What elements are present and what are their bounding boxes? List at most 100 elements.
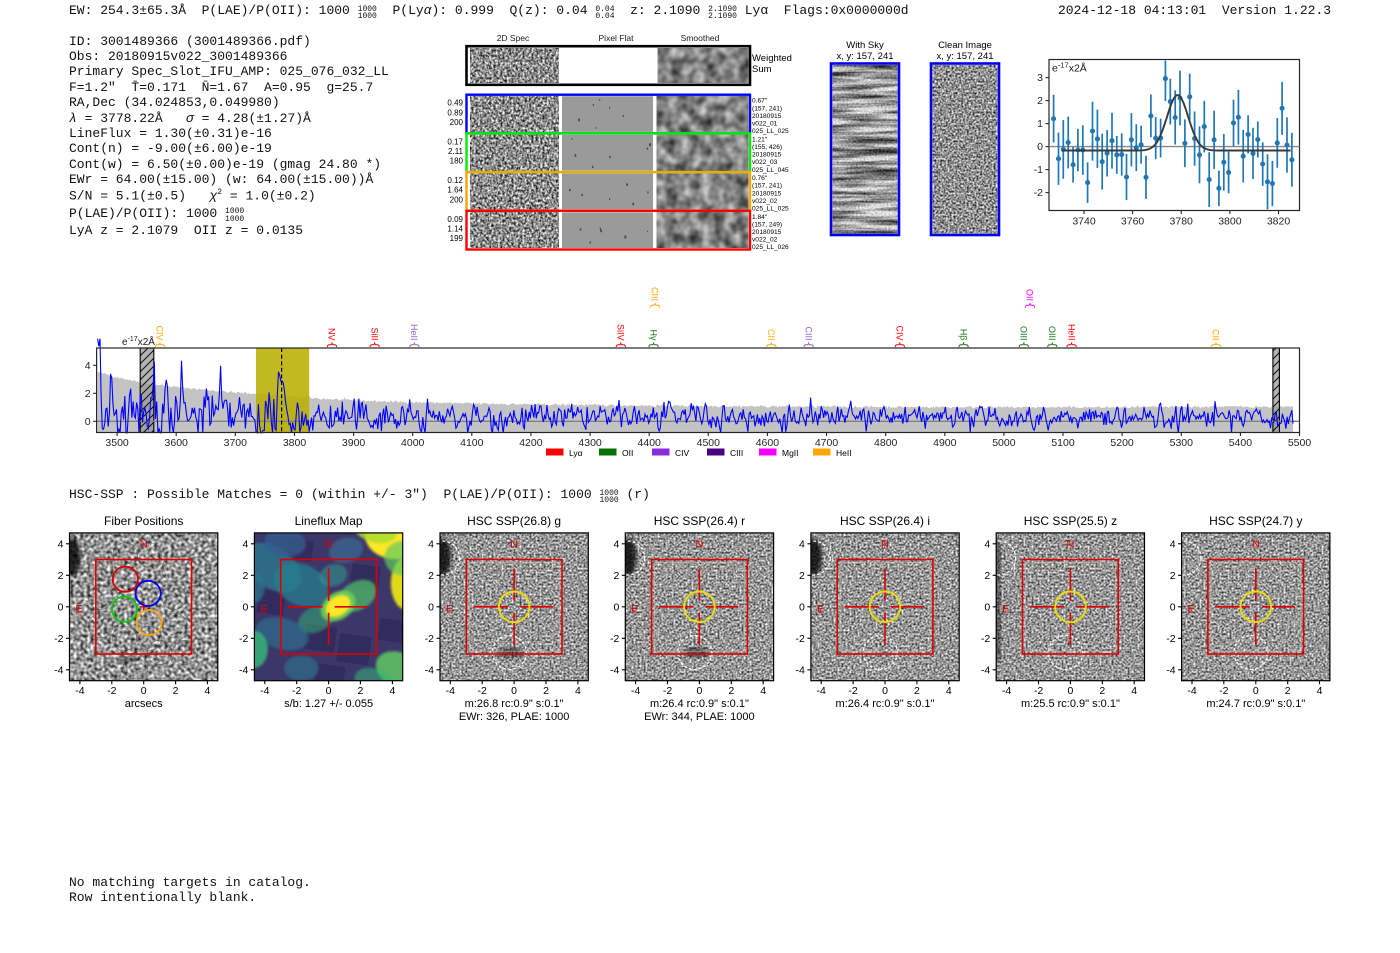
svg-text:2: 2	[1170, 570, 1176, 582]
svg-text:3800: 3800	[283, 437, 307, 449]
svg-text:200: 200	[450, 195, 464, 204]
svg-text:4: 4	[389, 685, 395, 697]
svg-text:2: 2	[428, 570, 434, 582]
svg-text:N: N	[1066, 539, 1074, 551]
svg-text:m:26.4 rc:0.9" s:0.1": m:26.4 rc:0.9" s:0.1"	[650, 698, 749, 710]
svg-text:0: 0	[511, 685, 517, 697]
svg-text:4: 4	[1317, 685, 1323, 697]
svg-text:1: 1	[1037, 118, 1043, 130]
svg-text:-2: -2	[1219, 685, 1228, 697]
svg-text:4700: 4700	[815, 437, 839, 449]
svg-text:OII: OII	[622, 448, 633, 458]
svg-text:N: N	[1252, 539, 1260, 551]
svg-text:4300: 4300	[578, 437, 602, 449]
svg-text:(157, 241): (157, 241)	[752, 183, 782, 190]
svg-text:x, y: 157, 241: x, y: 157, 241	[936, 51, 993, 62]
svg-text:OII: OII	[1025, 289, 1035, 301]
svg-text:3760: 3760	[1121, 216, 1145, 228]
svg-text:CII: CII	[1211, 329, 1221, 341]
svg-text:CIII: CIII	[650, 287, 660, 301]
svg-text:4600: 4600	[756, 437, 780, 449]
svg-text:2: 2	[357, 685, 363, 697]
svg-text:180: 180	[450, 157, 464, 166]
svg-text:v022_02: v022_02	[752, 237, 778, 244]
svg-text:-4: -4	[260, 685, 269, 697]
svg-text:-2: -2	[292, 685, 301, 697]
svg-text:HSC SSP(25.5) z: HSC SSP(25.5) z	[1024, 514, 1117, 528]
svg-text:With Sky: With Sky	[846, 40, 884, 51]
svg-text:m:26.4 rc:0.9" s:0.1": m:26.4 rc:0.9" s:0.1"	[836, 698, 935, 710]
svg-text:e-17x2Å: e-17x2Å	[1052, 61, 1087, 75]
svg-text:Sum: Sum	[752, 64, 772, 75]
svg-text:s/b: 1.27 +/- 0.055: s/b: 1.27 +/- 0.055	[284, 698, 373, 710]
svg-text:0: 0	[1170, 602, 1176, 614]
svg-text:2: 2	[1099, 685, 1105, 697]
svg-text:Hγ: Hγ	[648, 330, 658, 341]
svg-text:-4: -4	[817, 685, 826, 697]
svg-text:E: E	[817, 603, 824, 615]
svg-text:(155, 426): (155, 426)	[752, 144, 782, 151]
svg-text:4: 4	[760, 685, 766, 697]
svg-text:20180915: 20180915	[752, 229, 782, 236]
svg-text:-2: -2	[239, 633, 248, 645]
svg-text:2.11: 2.11	[448, 147, 464, 156]
svg-text:v022_01: v022_01	[752, 121, 778, 128]
svg-text:2: 2	[914, 685, 920, 697]
svg-text:N: N	[881, 539, 889, 551]
svg-text:-4: -4	[54, 665, 63, 677]
svg-text:3740: 3740	[1072, 216, 1096, 228]
svg-text:2: 2	[1037, 95, 1043, 107]
svg-text:0.17: 0.17	[447, 137, 463, 146]
svg-text:3820: 3820	[1267, 216, 1291, 228]
svg-text:4800: 4800	[874, 437, 898, 449]
svg-text:0: 0	[326, 685, 332, 697]
svg-text:-4: -4	[446, 685, 455, 697]
svg-text:025_LL_045: 025_LL_045	[752, 167, 789, 174]
svg-text:4: 4	[1131, 685, 1137, 697]
svg-text:2: 2	[243, 570, 249, 582]
svg-text:v022_03: v022_03	[752, 159, 778, 166]
svg-text:CIV: CIV	[895, 325, 905, 340]
svg-text:OIII: OIII	[1047, 326, 1057, 341]
svg-text:-2: -2	[1034, 685, 1043, 697]
svg-text:4: 4	[204, 685, 210, 697]
svg-text:0: 0	[1253, 685, 1259, 697]
svg-text:OIII: OIII	[1019, 326, 1029, 341]
svg-text:2D Spec: 2D Spec	[497, 33, 530, 43]
svg-text:N: N	[140, 539, 148, 551]
svg-text:20180915: 20180915	[752, 113, 782, 120]
svg-text:4900: 4900	[933, 437, 957, 449]
svg-text:CII: CII	[766, 329, 776, 341]
svg-text:-4: -4	[1166, 665, 1175, 677]
svg-text:-4: -4	[631, 685, 640, 697]
svg-text:0: 0	[613, 602, 619, 614]
svg-text:4: 4	[1170, 539, 1176, 551]
svg-text:0.89: 0.89	[447, 108, 463, 117]
svg-text:0: 0	[428, 602, 434, 614]
svg-text:-2: -2	[796, 633, 805, 645]
svg-text:e-17x2Å: e-17x2Å	[122, 335, 155, 348]
svg-text:E: E	[260, 603, 267, 615]
svg-text:v022_02: v022_02	[752, 198, 778, 205]
svg-text:4400: 4400	[638, 437, 662, 449]
svg-text:HeII: HeII	[409, 324, 419, 341]
svg-text:m:26.8 rc:0.9" s:0.1": m:26.8 rc:0.9" s:0.1"	[465, 698, 564, 710]
svg-text:-4: -4	[1187, 685, 1196, 697]
svg-text:0: 0	[85, 416, 91, 428]
svg-text:025_LL_025: 025_LL_025	[752, 128, 789, 135]
svg-text:4500: 4500	[697, 437, 721, 449]
svg-text:3900: 3900	[342, 437, 366, 449]
svg-text:-2: -2	[1034, 187, 1043, 199]
svg-text:200: 200	[450, 118, 464, 127]
svg-text:4: 4	[984, 539, 990, 551]
svg-text:HSC SSP(26.8) g: HSC SSP(26.8) g	[467, 514, 561, 528]
svg-text:5400: 5400	[1229, 437, 1253, 449]
svg-text:N: N	[325, 539, 333, 551]
svg-text:2: 2	[613, 570, 619, 582]
svg-text:m:24.7 rc:0.9" s:0.1": m:24.7 rc:0.9" s:0.1"	[1206, 698, 1305, 710]
svg-text:-4: -4	[796, 665, 805, 677]
svg-text:4: 4	[85, 360, 91, 372]
svg-text:(157, 249): (157, 249)	[752, 221, 782, 228]
svg-text:CIV: CIV	[675, 448, 690, 458]
svg-text:4200: 4200	[519, 437, 543, 449]
